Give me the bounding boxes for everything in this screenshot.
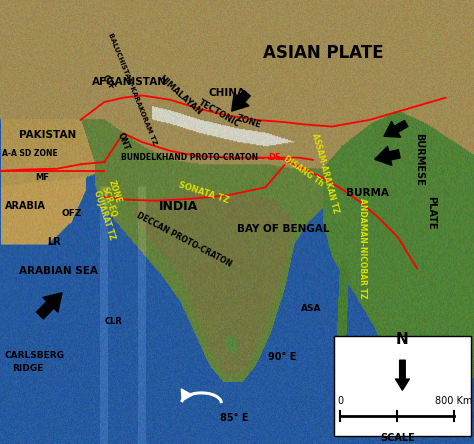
Text: BAY OF BENGAL: BAY OF BENGAL bbox=[237, 224, 329, 234]
Text: LR: LR bbox=[47, 237, 61, 247]
Text: PAKISTAN: PAKISTAN bbox=[19, 131, 76, 140]
Text: DISANG Th: DISANG Th bbox=[282, 154, 326, 188]
Text: CTF: CTF bbox=[100, 73, 116, 91]
Text: 85° E: 85° E bbox=[220, 413, 249, 423]
Text: ANDAMAN-NICOBAR TZ: ANDAMAN-NICOBAR TZ bbox=[358, 198, 367, 299]
Text: INDIA: INDIA bbox=[159, 200, 198, 213]
Text: 90° E: 90° E bbox=[268, 353, 296, 362]
Text: BURMESE: BURMESE bbox=[414, 134, 425, 186]
Text: CHINA: CHINA bbox=[209, 88, 246, 98]
Text: ASIAN PLATE: ASIAN PLATE bbox=[263, 44, 383, 62]
Text: SONATA TZ: SONATA TZ bbox=[178, 181, 230, 206]
Text: CLR: CLR bbox=[104, 317, 122, 326]
Text: BALUCHISTAN-KARAKORAM TZ: BALUCHISTAN-KARAKORAM TZ bbox=[107, 32, 157, 146]
Text: N: N bbox=[396, 332, 409, 347]
Text: SCALE: SCALE bbox=[380, 433, 415, 443]
Text: 0: 0 bbox=[337, 396, 343, 406]
Text: RIDGE: RIDGE bbox=[12, 364, 43, 373]
Text: ZONE: ZONE bbox=[235, 114, 262, 131]
Text: A-A SD ZONE: A-A SD ZONE bbox=[2, 149, 58, 158]
Text: SCR-EQ: SCR-EQ bbox=[100, 186, 118, 218]
Text: ONT: ONT bbox=[116, 132, 131, 152]
Text: ASA: ASA bbox=[301, 304, 321, 313]
Text: HIMALAYAN: HIMALAYAN bbox=[156, 74, 203, 117]
Bar bbox=[334, 336, 471, 436]
Text: BURMA: BURMA bbox=[346, 188, 389, 198]
Text: CARLSBERG: CARLSBERG bbox=[5, 351, 65, 360]
Text: ARABIA: ARABIA bbox=[5, 202, 46, 211]
Text: DECCAN PROTO-CRATON: DECCAN PROTO-CRATON bbox=[135, 211, 233, 269]
Text: BUNDELKHAND PROTO-CRATON: BUNDELKHAND PROTO-CRATON bbox=[121, 153, 258, 162]
Text: 800 Km: 800 Km bbox=[436, 396, 473, 406]
Text: TECTONIC: TECTONIC bbox=[197, 98, 242, 129]
Text: ARABIAN SEA: ARABIAN SEA bbox=[19, 266, 98, 276]
Text: AFGANISTAN: AFGANISTAN bbox=[92, 77, 167, 87]
Text: MF: MF bbox=[36, 173, 49, 182]
Text: ZONE: ZONE bbox=[107, 179, 123, 205]
Text: DF: DF bbox=[268, 153, 281, 162]
Text: ASSAM-ARAKAN TZ: ASSAM-ARAKAN TZ bbox=[310, 132, 340, 214]
Text: GUJARAT TZ: GUJARAT TZ bbox=[92, 190, 117, 241]
Text: OFZ: OFZ bbox=[62, 209, 82, 218]
Text: PLATE: PLATE bbox=[426, 196, 437, 230]
